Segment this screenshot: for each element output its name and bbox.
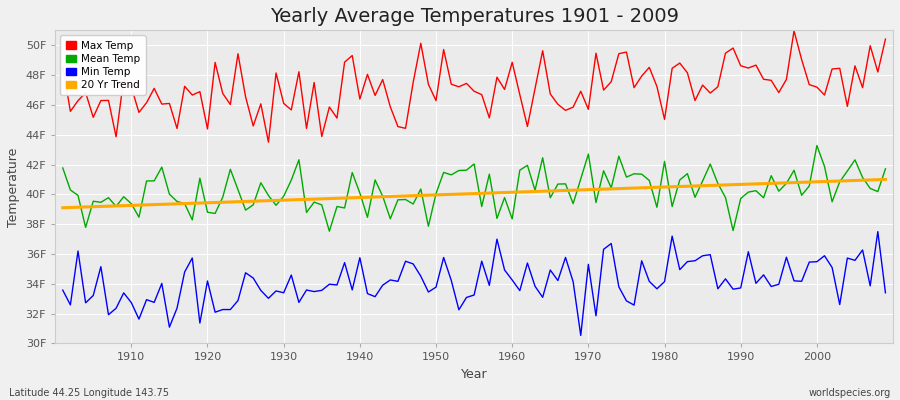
Min Temp — [606, 241, 616, 246]
Min Temp — [575, 333, 586, 338]
20 Yr Trend — [118, 203, 129, 208]
20 Yr Trend — [58, 205, 68, 210]
20 Yr Trend — [507, 190, 517, 195]
Line: Max Temp: Max Temp — [63, 31, 886, 142]
Mean Temp — [58, 166, 68, 170]
20 Yr Trend — [880, 177, 891, 182]
Max Temp — [788, 28, 799, 33]
Mean Temp — [118, 194, 129, 199]
Mean Temp — [812, 143, 823, 148]
20 Yr Trend — [331, 196, 342, 201]
Max Temp — [515, 92, 526, 97]
Min Temp — [286, 273, 297, 278]
Mean Temp — [880, 166, 891, 171]
Min Temp — [880, 290, 891, 295]
Line: 20 Yr Trend: 20 Yr Trend — [63, 180, 886, 208]
Text: worldspecies.org: worldspecies.org — [809, 388, 891, 398]
Min Temp — [331, 282, 342, 287]
Mean Temp — [606, 186, 616, 190]
Text: Latitude 44.25 Longitude 143.75: Latitude 44.25 Longitude 143.75 — [9, 388, 169, 398]
Legend: Max Temp, Mean Temp, Min Temp, 20 Yr Trend: Max Temp, Mean Temp, Min Temp, 20 Yr Tre… — [60, 36, 146, 95]
Title: Yearly Average Temperatures 1901 - 2009: Yearly Average Temperatures 1901 - 2009 — [270, 7, 679, 26]
Mean Temp — [324, 229, 335, 234]
20 Yr Trend — [598, 187, 609, 192]
Y-axis label: Temperature: Temperature — [7, 147, 20, 226]
Min Temp — [507, 278, 517, 282]
Max Temp — [606, 79, 616, 84]
Line: Mean Temp: Mean Temp — [63, 146, 886, 231]
Mean Temp — [286, 178, 297, 182]
Mean Temp — [507, 216, 517, 221]
Mean Temp — [515, 168, 526, 172]
Min Temp — [872, 229, 883, 234]
X-axis label: Year: Year — [461, 368, 488, 381]
Max Temp — [118, 76, 129, 81]
Max Temp — [293, 69, 304, 74]
Min Temp — [118, 290, 129, 295]
Max Temp — [339, 60, 350, 64]
20 Yr Trend — [286, 198, 297, 202]
Min Temp — [500, 268, 510, 272]
20 Yr Trend — [500, 190, 510, 195]
Max Temp — [58, 64, 68, 69]
Line: Min Temp: Min Temp — [63, 232, 886, 335]
Mean Temp — [339, 206, 350, 210]
Max Temp — [880, 37, 891, 42]
Min Temp — [58, 288, 68, 292]
Max Temp — [507, 60, 517, 65]
Max Temp — [263, 140, 274, 144]
